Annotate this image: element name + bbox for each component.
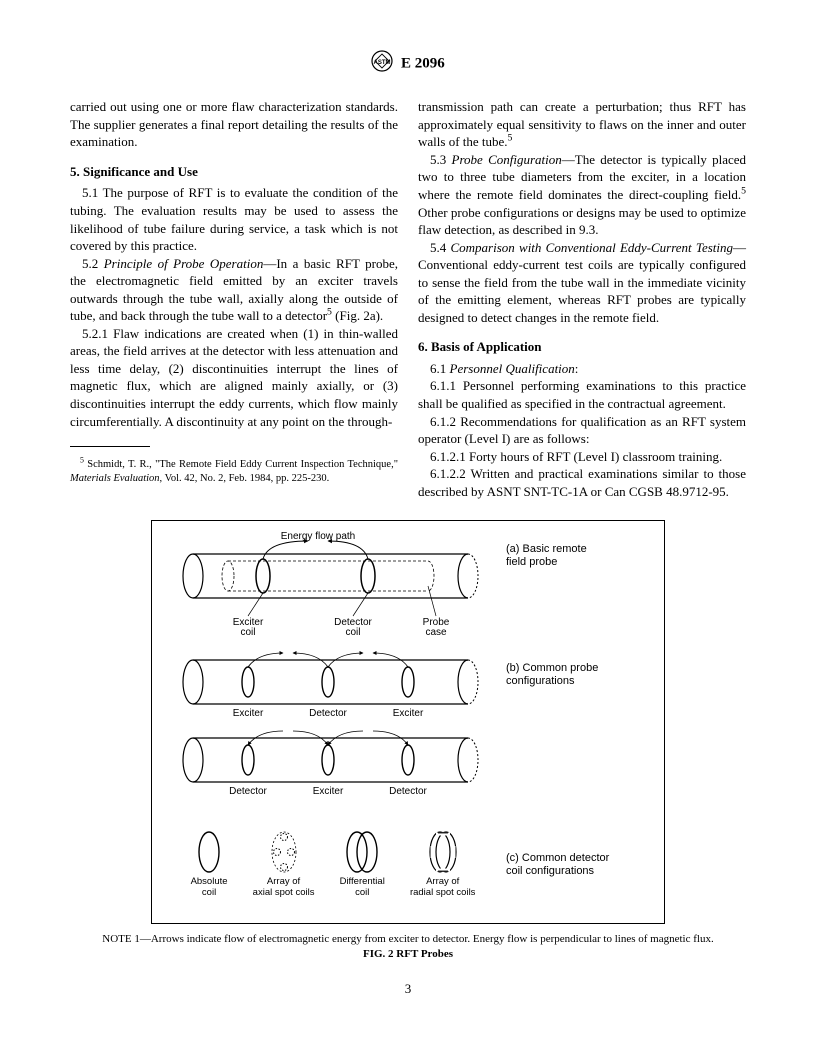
svg-text:Detector: Detector [309, 708, 347, 719]
right-column: transmission path can create a perturbat… [418, 98, 746, 500]
left-column: carried out using one or more flaw chara… [70, 98, 398, 500]
figure-section-b: Exciter Detector Exciter (b) Common prob… [168, 650, 648, 722]
two-column-layout: carried out using one or more flaw chara… [70, 98, 746, 500]
page-header: ASTM E 2096 [70, 50, 746, 78]
section-b-label: (b) Common probe configurations [498, 650, 648, 688]
paragraph-5-2: 5.2 Principle of Probe Operation—In a ba… [70, 255, 398, 325]
paragraph-5-2-1-cont: transmission path can create a perturbat… [418, 98, 746, 151]
figure-note: NOTE 1—Arrows indicate flow of electroma… [70, 932, 746, 947]
figure-2-box: Energy flow path Excitercoil Detectorcoi… [151, 520, 665, 924]
section-6-heading: 6. Basis of Application [418, 338, 746, 356]
figure-title: FIG. 2 RFT Probes [70, 947, 746, 962]
paragraph-5-1: 5.1 The purpose of RFT is to evaluate th… [70, 184, 398, 254]
figure-section-c: Absolute coil Array of axial spot coils [168, 818, 648, 899]
svg-text:Excitercoil: Excitercoil [233, 617, 264, 636]
paragraph-5-4: 5.4 Comparison with Conventional Eddy-Cu… [418, 239, 746, 327]
coil-differential: Differential coil [340, 830, 385, 899]
footnote-divider [70, 446, 150, 447]
coil-axial-array: Array of axial spot coils [253, 830, 315, 899]
section-5-heading: 5. Significance and Use [70, 163, 398, 181]
paragraph-6-1-2-2: 6.1.2.2 Written and practical examinatio… [418, 465, 746, 500]
energy-flow-label: Energy flow path [281, 531, 356, 542]
coil-radial-array: Array of radial spot coils [410, 830, 475, 899]
tube-b2-svg: Detector Exciter Detector [168, 728, 498, 800]
tube-b1-svg: Exciter Detector Exciter [168, 650, 498, 722]
svg-text:Detector: Detector [389, 786, 427, 797]
body-continuation: carried out using one or more flaw chara… [70, 98, 398, 151]
paragraph-5-3: 5.3 Probe Configuration—The detector is … [418, 151, 746, 239]
standard-number: E 2096 [401, 56, 445, 72]
paragraph-6-1-2: 6.1.2 Recommendations for qualification … [418, 413, 746, 448]
svg-text:Exciter: Exciter [313, 786, 344, 797]
page-number sexually: 3 [70, 980, 746, 998]
svg-text:Exciter: Exciter [233, 708, 264, 719]
section-c-label: (c) Common detector coil configurations [498, 840, 648, 878]
paragraph-6-1: 6.1 Personnel Qualification: [418, 360, 746, 378]
svg-text:Detector: Detector [229, 786, 267, 797]
figure-section-a: Energy flow path Excitercoil Detectorcoi… [168, 531, 648, 636]
svg-text:Detectorcoil: Detectorcoil [334, 617, 372, 636]
astm-logo-icon: ASTM [371, 50, 393, 78]
tube-a-svg: Energy flow path Excitercoil Detectorcoi… [168, 531, 498, 636]
paragraph-6-1-1: 6.1.1 Personnel performing examinations … [418, 377, 746, 412]
coil-absolute: Absolute coil [191, 830, 228, 899]
paragraph-6-1-2-1: 6.1.2.1 Forty hours of RFT (Level I) cla… [418, 448, 746, 466]
footnote-5: 5 Schmidt, T. R., "The Remote Field Eddy… [70, 458, 398, 486]
svg-text:Probecase: Probecase [423, 617, 450, 636]
figure-section-b2: Detector Exciter Detector [168, 728, 648, 800]
svg-text:Exciter: Exciter [393, 708, 424, 719]
section-a-label: (a) Basic remote field probe [498, 531, 648, 569]
svg-text:ASTM: ASTM [374, 60, 391, 66]
paragraph-5-2-1: 5.2.1 Flaw indications are created when … [70, 325, 398, 430]
